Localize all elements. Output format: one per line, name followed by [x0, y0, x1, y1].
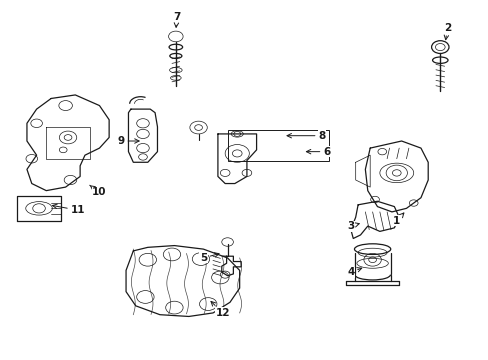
Text: 5: 5: [200, 253, 219, 263]
Text: 2: 2: [443, 23, 450, 40]
Text: 12: 12: [211, 301, 229, 318]
Text: 8: 8: [286, 131, 325, 141]
Bar: [227, 130, 328, 161]
Text: 6: 6: [306, 147, 329, 157]
Text: 1: 1: [392, 213, 403, 226]
Text: 11: 11: [52, 204, 85, 215]
Text: 10: 10: [89, 185, 106, 197]
Text: 3: 3: [346, 221, 359, 231]
Text: 4: 4: [346, 267, 361, 277]
Text: 7: 7: [173, 12, 180, 27]
Text: 9: 9: [118, 136, 139, 146]
